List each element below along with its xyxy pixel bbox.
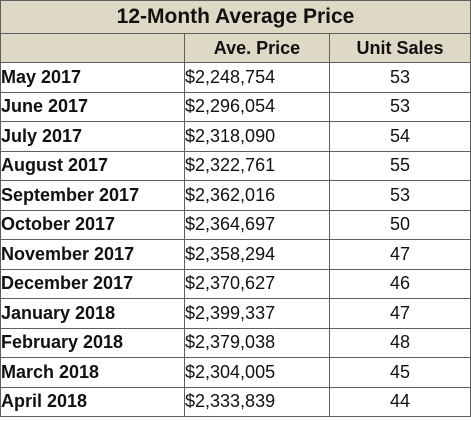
table-row: October 2017 $2,364,697 50 <box>0 209 471 240</box>
table-row: December 2017 $2,370,627 46 <box>0 268 471 299</box>
month-cell: April 2018 <box>0 386 185 417</box>
sales-cell: 47 <box>329 298 471 329</box>
price-cell: $2,358,294 <box>184 239 330 270</box>
table-row: January 2018 $2,399,337 47 <box>0 298 471 329</box>
header-row: Ave. Price Unit Sales <box>0 33 471 63</box>
sales-cell: 54 <box>329 121 471 152</box>
title-row: 12-Month Average Price <box>0 0 471 34</box>
sales-cell: 45 <box>329 357 471 388</box>
table-body: May 2017 $2,248,754 53 June 2017 $2,296,054 5… <box>0 62 471 417</box>
table-row: April 2018 $2,333,839 44 <box>0 386 471 417</box>
price-cell: $2,304,005 <box>184 357 330 388</box>
month-cell: March 2018 <box>0 357 185 388</box>
price-cell: $2,362,016 <box>184 180 330 211</box>
sales-cell: 46 <box>329 268 471 299</box>
price-cell: $2,379,038 <box>184 327 330 358</box>
sales-cell: 53 <box>329 91 471 122</box>
price-cell: $2,318,090 <box>184 121 330 152</box>
price-cell: $2,296,054 <box>184 91 330 122</box>
price-cell: $2,333,839 <box>184 386 330 417</box>
table-row: May 2017 $2,248,754 53 <box>0 62 471 93</box>
sales-cell: 48 <box>329 327 471 358</box>
month-cell: October 2017 <box>0 209 185 240</box>
table-row: August 2017 $2,322,761 55 <box>0 150 471 181</box>
price-cell: $2,370,627 <box>184 268 330 299</box>
header-unit-sales: Unit Sales <box>329 33 471 63</box>
price-cell: $2,248,754 <box>184 62 330 93</box>
table-row: June 2017 $2,296,054 53 <box>0 91 471 122</box>
sales-cell: 53 <box>329 180 471 211</box>
table-row: November 2017 $2,358,294 47 <box>0 239 471 270</box>
table-title: 12-Month Average Price <box>0 0 471 34</box>
sales-cell: 53 <box>329 62 471 93</box>
month-cell: May 2017 <box>0 62 185 93</box>
month-cell: February 2018 <box>0 327 185 358</box>
header-month <box>0 33 185 63</box>
table-row: March 2018 $2,304,005 45 <box>0 357 471 388</box>
month-cell: January 2018 <box>0 298 185 329</box>
month-cell: June 2017 <box>0 91 185 122</box>
sales-cell: 55 <box>329 150 471 181</box>
table-row: September 2017 $2,362,016 53 <box>0 180 471 211</box>
month-cell: September 2017 <box>0 180 185 211</box>
price-cell: $2,399,337 <box>184 298 330 329</box>
month-cell: August 2017 <box>0 150 185 181</box>
price-cell: $2,364,697 <box>184 209 330 240</box>
table-row: February 2018 $2,379,038 48 <box>0 327 471 358</box>
month-cell: December 2017 <box>0 268 185 299</box>
price-cell: $2,322,761 <box>184 150 330 181</box>
table-row: July 2017 $2,318,090 54 <box>0 121 471 152</box>
header-ave-price: Ave. Price <box>184 33 330 63</box>
sales-cell: 47 <box>329 239 471 270</box>
sales-cell: 44 <box>329 386 471 417</box>
month-cell: November 2017 <box>0 239 185 270</box>
month-cell: July 2017 <box>0 121 185 152</box>
sales-cell: 50 <box>329 209 471 240</box>
